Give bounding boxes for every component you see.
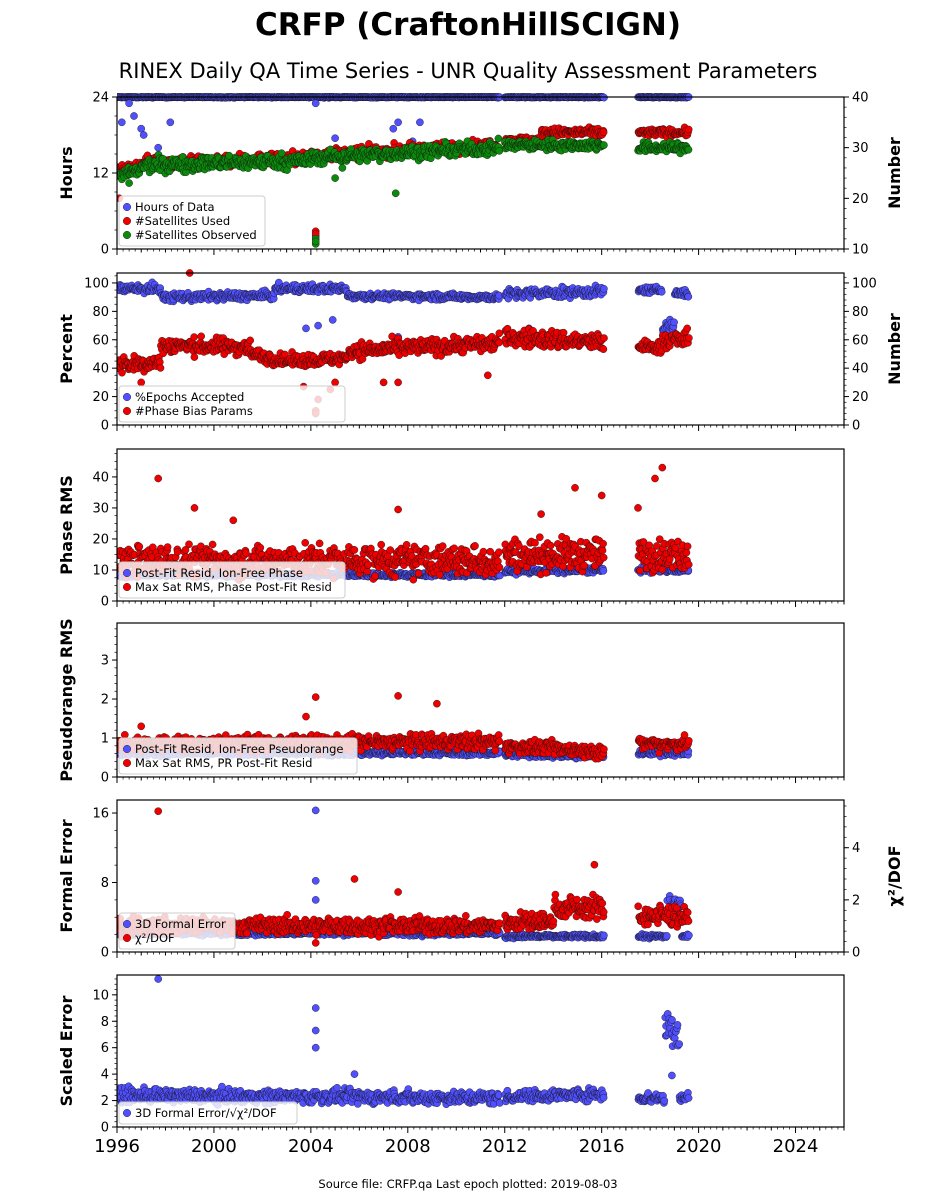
data-point [277, 149, 286, 157]
outlier-point [391, 189, 400, 198]
legend-label: #Satellites Observed [135, 228, 257, 242]
outlier-point [314, 321, 322, 330]
data-point [600, 334, 608, 342]
series-1-points [117, 278, 693, 341]
y-tick-label: 100 [852, 276, 877, 291]
data-point [684, 292, 693, 301]
y-tick-label: 10 [852, 243, 869, 258]
y-tick-label: 20 [852, 192, 869, 207]
data-point [657, 287, 666, 296]
y-tick-label: 80 [92, 305, 109, 320]
y-tick-label: 40 [852, 362, 869, 377]
legend-marker [122, 407, 131, 416]
figure-title: CRFP (CraftonHillSCIGN) [255, 7, 681, 43]
data-point [197, 332, 205, 341]
legend-label: #Satellites Used [135, 214, 230, 228]
outlier-point [311, 237, 320, 246]
y-right-ticks: 0 20 40 60 80 100 [844, 276, 877, 434]
outlier-point [331, 378, 339, 387]
legend: Hours of Data#Satellites Used#Satellites… [118, 195, 266, 247]
legend-marker [122, 393, 131, 402]
data-point [494, 134, 503, 143]
y-tick-label: 30 [852, 141, 869, 156]
y-axis-label-left: Hours [57, 146, 76, 199]
series-3-points [117, 134, 693, 248]
outlier-point [125, 99, 133, 108]
y-tick-label: 40 [852, 91, 869, 106]
y-left-ticks: 0 20 40 60 80 100 [84, 275, 117, 434]
data-point [225, 151, 233, 160]
outlier-point [394, 378, 402, 387]
data-point [683, 324, 692, 333]
outlier-point [416, 118, 424, 127]
outlier-point [311, 99, 320, 108]
y-axis-label-left: Percent [57, 314, 76, 384]
data-point [190, 353, 199, 361]
legend: %Epochs Accepted#Phase Bias Params [118, 385, 346, 423]
legend-marker [122, 230, 131, 239]
outlier-point [331, 174, 339, 182]
y-tick-label: 0 [101, 419, 109, 434]
y-tick-label: 60 [92, 333, 109, 348]
y-tick-label: 80 [852, 305, 869, 320]
outlier-point [154, 143, 162, 152]
data-point [495, 329, 504, 338]
y-tick-label: 40 [92, 362, 109, 377]
outlier-point [389, 124, 398, 133]
y-tick-label: 60 [852, 333, 869, 348]
data-point [600, 141, 608, 149]
y-right-ticks: 10 20 30 40 [844, 91, 869, 258]
figure-subtitle: RINEX Daily QA Time Series - UNR Quality… [119, 59, 818, 83]
outlier-point [166, 118, 175, 127]
outlier-point [125, 179, 133, 187]
data-point [684, 145, 693, 154]
y-tick-label: 12 [92, 167, 109, 182]
legend-label: #Phase Bias Params [135, 404, 253, 418]
legend-marker [122, 216, 131, 225]
outlier-point [483, 371, 492, 380]
data-point [156, 364, 165, 372]
y-tick-label: 20 [92, 390, 109, 405]
outlier-point [137, 378, 145, 387]
data-point [118, 368, 126, 377]
data-point [599, 128, 608, 137]
y-tick-label: 0 [101, 243, 109, 258]
legend-label: Hours of Data [135, 200, 215, 214]
outlier-point [118, 118, 126, 127]
y-tick-label: 24 [92, 91, 109, 106]
y-axis-label-right: Number [885, 313, 904, 385]
data-point [559, 328, 568, 337]
panel-2: 0 20 40 60 80 100 Percent 0 20 40 60 80 100 Number %Ep… [57, 269, 904, 434]
data-point [190, 333, 198, 341]
legend-label: %Epochs Accepted [135, 390, 244, 404]
outlier-point [328, 316, 337, 324]
outlier-point [331, 134, 339, 142]
outlier-point [130, 112, 138, 120]
data-point [670, 318, 678, 327]
outlier-point [338, 164, 347, 172]
outlier-point [302, 324, 310, 333]
data-point [684, 125, 693, 134]
x-ticks [116, 249, 845, 255]
outlier-point [379, 378, 388, 387]
data-point [599, 345, 608, 354]
y-left-ticks: 0 12 24 [92, 91, 117, 258]
y-tick-label: 20 [852, 390, 869, 405]
outlier-point [394, 118, 402, 127]
y-tick-label: 0 [852, 419, 860, 434]
data-point [246, 336, 254, 345]
x-ticks [116, 425, 845, 431]
outlier-point [139, 131, 148, 139]
data-point [685, 334, 693, 342]
data-point [600, 284, 608, 293]
legend-marker [122, 202, 131, 211]
y-tick-label: 100 [84, 276, 109, 291]
y-axis-label-right: Number [885, 137, 904, 209]
